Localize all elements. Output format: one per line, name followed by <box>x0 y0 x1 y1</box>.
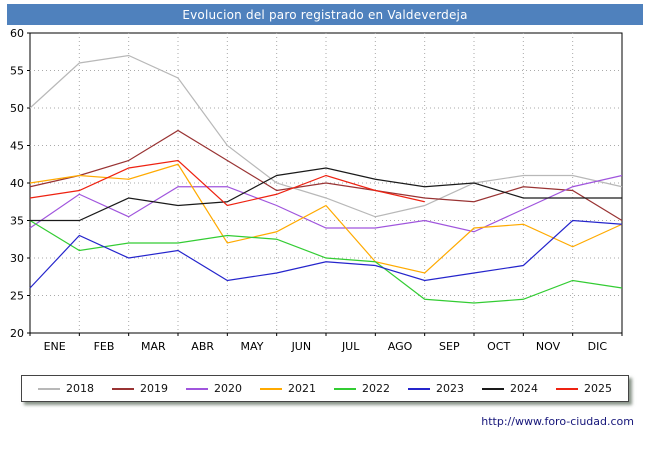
chart-legend: 2018 2019 2020 2021 2022 2023 2024 2025 <box>21 375 629 402</box>
legend-item-2025: 2025 <box>556 383 612 394</box>
y-tick-label: 50 <box>10 102 24 115</box>
series-line-2023 <box>29 219 623 289</box>
x-tick-label: OCT <box>487 340 510 353</box>
footer-link[interactable]: http://www.foro-ciudad.com <box>481 415 634 428</box>
x-tick-label: MAR <box>141 340 166 353</box>
legend-label-2022: 2022 <box>362 382 390 395</box>
chart-title-text: Evolucion del paro registrado en Valdeve… <box>182 7 468 22</box>
legend-label-2023: 2023 <box>436 382 464 395</box>
legend-item-2021: 2021 <box>260 383 316 394</box>
x-tick-label: SEP <box>439 340 460 353</box>
legend-swatch-2022 <box>334 387 356 390</box>
legend-label-2018: 2018 <box>66 382 94 395</box>
legend-swatch-2023 <box>408 387 430 390</box>
footer: http://www.foro-ciudad.com <box>0 415 650 428</box>
legend-label-2024: 2024 <box>510 382 538 395</box>
x-tick-label: MAY <box>241 340 264 353</box>
y-tick-label: 60 <box>10 27 24 40</box>
legend-swatch-2020 <box>186 387 208 390</box>
y-tick-label: 25 <box>10 290 24 303</box>
legend-swatch-2024 <box>482 387 504 390</box>
x-tick-label: NOV <box>536 340 561 353</box>
y-tick-label: 45 <box>10 140 24 153</box>
legend-swatch-2018 <box>38 387 60 390</box>
series-line-2018 <box>29 54 623 218</box>
legend-swatch-2021 <box>260 387 282 390</box>
series-line-2019 <box>29 129 623 222</box>
x-tick-label: ENE <box>44 340 66 353</box>
y-tick-label: 20 <box>10 327 24 340</box>
y-tick-label: 30 <box>10 252 24 265</box>
x-tick-label: AGO <box>388 340 413 353</box>
x-tick-label: FEB <box>94 340 115 353</box>
series-line-2025 <box>29 159 425 207</box>
y-tick-label: 35 <box>10 215 24 228</box>
x-tick-label: JUL <box>341 340 360 353</box>
legend-swatch-2019 <box>112 387 134 390</box>
legend-item-2022: 2022 <box>334 383 390 394</box>
series-line-2024 <box>30 167 622 222</box>
series-line-2020 <box>29 174 623 233</box>
legend-item-2023: 2023 <box>408 383 464 394</box>
legend-label-2025: 2025 <box>584 382 612 395</box>
legend-label-2021: 2021 <box>288 382 316 395</box>
legend-swatch-2025 <box>556 387 578 390</box>
legend-item-2024: 2024 <box>482 383 538 394</box>
legend-label-2020: 2020 <box>214 382 242 395</box>
x-tick-label: DIC <box>588 340 608 353</box>
line-chart: 20 25 30 35 40 45 50 55 60 ENE FEB MAR ABR MAY JUN JUL A… <box>10 27 623 353</box>
x-tick-label: ABR <box>191 340 214 353</box>
chart-area: 20 25 30 35 40 45 50 55 60 ENE FEB MAR ABR MAY JUN JUL A… <box>0 27 650 361</box>
chart-title: Evolucion del paro registrado en Valdeve… <box>7 4 643 25</box>
legend-item-2020: 2020 <box>186 383 242 394</box>
x-tick-label: JUN <box>291 340 312 353</box>
legend-item-2019: 2019 <box>112 383 168 394</box>
legend-label-2019: 2019 <box>140 382 168 395</box>
y-tick-label: 40 <box>10 177 24 190</box>
y-tick-label: 55 <box>10 65 24 78</box>
series-line-2021 <box>29 163 623 274</box>
series-line-2022 <box>29 219 623 304</box>
legend-item-2018: 2018 <box>38 383 94 394</box>
